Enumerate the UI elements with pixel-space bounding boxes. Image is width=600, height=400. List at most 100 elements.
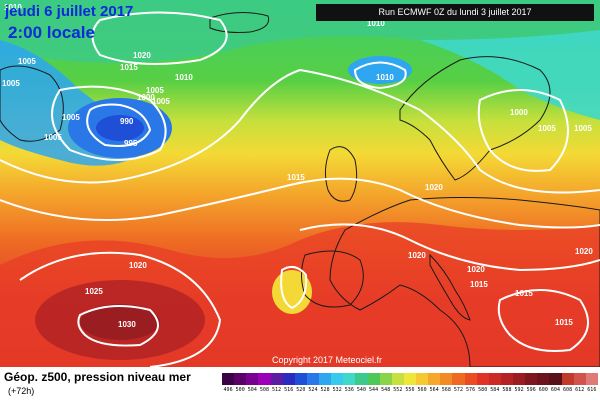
scale-swatch bbox=[391, 373, 404, 385]
color-scale bbox=[222, 373, 598, 385]
isobar-label: 1005 bbox=[152, 97, 170, 106]
scale-swatch bbox=[416, 373, 429, 385]
isobar-line bbox=[280, 265, 308, 310]
scale-swatch bbox=[561, 373, 574, 385]
scale-swatch bbox=[525, 373, 538, 385]
scale-tick-label: 564 bbox=[429, 387, 439, 393]
scale-tick-label: 516 bbox=[284, 387, 294, 393]
isobar-label: 1010 bbox=[376, 73, 394, 82]
scale-swatch bbox=[585, 373, 598, 385]
scale-swatch bbox=[294, 373, 307, 385]
isobar-line bbox=[353, 61, 407, 90]
isobar-line bbox=[0, 177, 600, 229]
isobar-line bbox=[497, 289, 589, 352]
scale-swatch bbox=[331, 373, 344, 385]
scale-tick-label: 504 bbox=[247, 387, 257, 393]
isobar-label: 1020 bbox=[575, 247, 593, 256]
scale-tick-label: 596 bbox=[526, 387, 536, 393]
scale-tick-label: 500 bbox=[235, 387, 245, 393]
scale-swatch bbox=[234, 373, 247, 385]
scale-swatch bbox=[500, 373, 513, 385]
scale-tick-label: 552 bbox=[393, 387, 403, 393]
isobar-label: 1005 bbox=[44, 133, 62, 142]
scale-tick-label: 508 bbox=[259, 387, 269, 393]
scale-swatch bbox=[379, 373, 392, 385]
scale-tick-label: 548 bbox=[381, 387, 391, 393]
greenland bbox=[0, 65, 64, 142]
scale-swatch bbox=[440, 373, 453, 385]
scale-tick-label: 568 bbox=[441, 387, 451, 393]
isobar-label: 1020 bbox=[129, 261, 147, 270]
high-center-core bbox=[80, 304, 160, 340]
isobar-label: 995 bbox=[124, 139, 138, 148]
scale-tick-label: 616 bbox=[587, 387, 597, 393]
isobar-label: 1005 bbox=[62, 113, 80, 122]
legend-bar: Géop. z500, pression niveau mer (+72h) 4… bbox=[0, 367, 600, 400]
scale-tick-label: 520 bbox=[296, 387, 306, 393]
forecast-map: 1010 1005 1015 1020 1010 1010 1005 1005 … bbox=[0, 0, 600, 367]
scale-swatch bbox=[355, 373, 368, 385]
scale-swatch bbox=[573, 373, 586, 385]
scale-tick-label: 572 bbox=[453, 387, 463, 393]
isobar-label: 1030 bbox=[118, 320, 136, 329]
scale-tick-label: 560 bbox=[417, 387, 427, 393]
scale-swatch bbox=[403, 373, 416, 385]
italy bbox=[429, 253, 471, 321]
scale-swatch bbox=[537, 373, 550, 385]
scale-swatch bbox=[367, 373, 380, 385]
forecast-local-time: 2:00 locale bbox=[8, 23, 95, 42]
isobar-line bbox=[86, 103, 152, 147]
scale-swatch bbox=[246, 373, 259, 385]
color-scale-ticks: 496 500 504 508 512 516 520 524 528 532 536 540 544 5… bbox=[222, 387, 598, 393]
scale-tick-label: 528 bbox=[320, 387, 330, 393]
isobar-line bbox=[477, 89, 569, 172]
isobar-line bbox=[19, 251, 222, 367]
isobar-line bbox=[77, 305, 159, 347]
scale-swatch bbox=[222, 373, 235, 385]
scale-swatch bbox=[282, 373, 295, 385]
continental-europe bbox=[329, 197, 600, 367]
isobar-label: 1020 bbox=[467, 265, 485, 274]
scale-tick-label: 524 bbox=[308, 387, 318, 393]
scale-tick-label: 604 bbox=[550, 387, 560, 393]
isobar-label: 1020 bbox=[408, 251, 426, 260]
legend-title: Géop. z500, pression niveau mer bbox=[4, 370, 191, 384]
isobar-label: 1010 bbox=[367, 19, 385, 28]
isobar-label: 1015 bbox=[287, 173, 305, 182]
isobar-label: 1005 bbox=[574, 124, 592, 133]
scale-swatch bbox=[464, 373, 477, 385]
legend-subtitle: (+72h) bbox=[8, 386, 35, 396]
isobar-label: 1020 bbox=[425, 183, 443, 192]
scale-tick-label: 608 bbox=[563, 387, 573, 393]
scale-swatch bbox=[513, 373, 526, 385]
scale-swatch bbox=[270, 373, 283, 385]
iceland bbox=[209, 12, 270, 33]
isobar-label: 1010 bbox=[4, 3, 22, 12]
scale-tick-label: 592 bbox=[514, 387, 524, 393]
isobar-label: 1020 bbox=[133, 51, 151, 60]
scale-tick-label: 588 bbox=[502, 387, 512, 393]
copyright-notice: Copyright 2017 Meteociel.fr bbox=[272, 355, 383, 365]
scale-swatch bbox=[452, 373, 465, 385]
scale-tick-label: 536 bbox=[344, 387, 354, 393]
low-center-north bbox=[348, 56, 412, 84]
scale-swatch bbox=[476, 373, 489, 385]
scale-swatch bbox=[319, 373, 332, 385]
scale-swatch bbox=[428, 373, 441, 385]
scale-swatch bbox=[343, 373, 356, 385]
scale-tick-label: 580 bbox=[478, 387, 488, 393]
scale-tick-label: 600 bbox=[538, 387, 548, 393]
isobar-label: 990 bbox=[120, 117, 134, 126]
scale-tick-label: 576 bbox=[466, 387, 476, 393]
isobar-label: 1005 bbox=[538, 124, 556, 133]
isobar-label: 1000 bbox=[137, 93, 155, 102]
low-center-core bbox=[96, 115, 144, 141]
scale-swatch bbox=[306, 373, 319, 385]
scandinavia bbox=[399, 56, 551, 181]
isobar-line bbox=[0, 68, 600, 194]
scale-tick-label: 556 bbox=[405, 387, 415, 393]
forecast-date: jeudi 6 juillet 2017 bbox=[5, 3, 134, 20]
isobar-label: 1025 bbox=[85, 287, 103, 296]
iberia bbox=[301, 250, 364, 308]
